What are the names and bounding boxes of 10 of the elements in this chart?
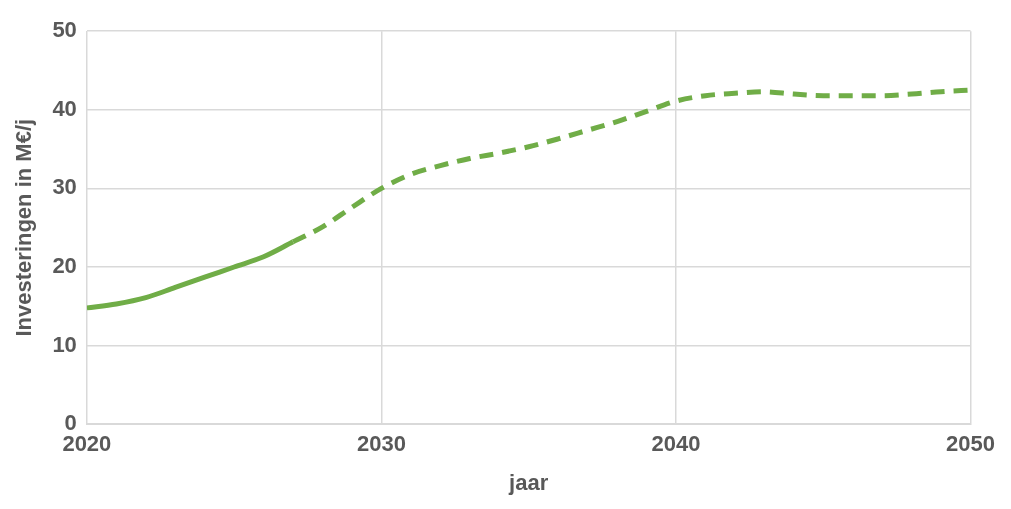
y-tick-label: 10 — [52, 331, 77, 357]
y-tick-label: 30 — [52, 174, 77, 200]
x-axis-title: jaar — [508, 469, 549, 495]
x-tick-label: 2040 — [651, 431, 701, 457]
y-tick-label: 40 — [52, 95, 77, 121]
x-tick-label: 2030 — [356, 431, 406, 457]
y-axis-title: Investeringen in M€/j — [11, 118, 37, 337]
x-tick-label: 2050 — [946, 431, 996, 457]
y-tick-label: 20 — [52, 253, 77, 279]
y-tick-label: 50 — [52, 17, 77, 43]
